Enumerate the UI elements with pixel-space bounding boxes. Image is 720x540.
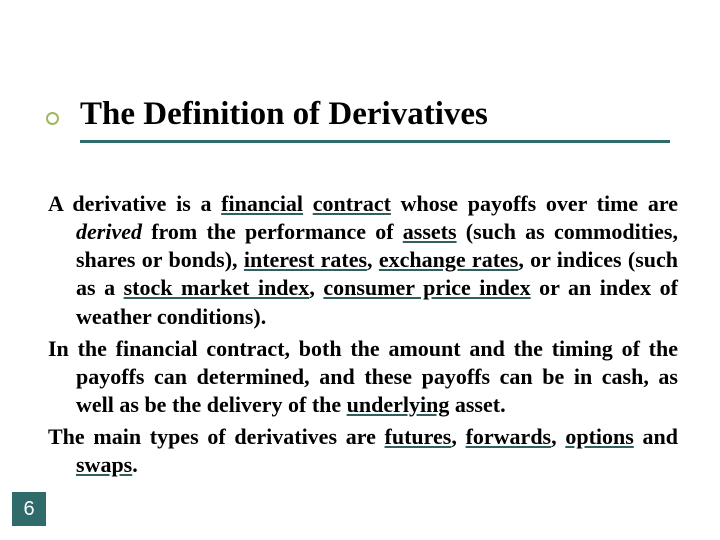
link-swaps: swaps (76, 452, 132, 477)
link-contract: contract (313, 191, 391, 216)
link-futures: futures (385, 424, 452, 449)
link-financial: financial (221, 191, 303, 216)
text-run: asset. (449, 392, 505, 417)
paragraph-3: The main types of derivatives are future… (48, 423, 678, 479)
text-run: , (551, 424, 565, 449)
link-consumer-price-index: consumer price index (323, 275, 530, 300)
link-forwards: forwards (466, 424, 552, 449)
text-run: The main types of derivatives are (48, 424, 385, 449)
link-exchange-rates: exchange rates (379, 247, 518, 272)
link-underlying: underlying (347, 392, 450, 417)
link-interest-rates: interest rates (244, 247, 367, 272)
slide-title: The Definition of Derivatives (80, 96, 680, 134)
text-run: , (309, 275, 323, 300)
title-block: The Definition of Derivatives (80, 96, 680, 143)
text-run: whose payoffs over time are (391, 191, 678, 216)
text-run: from the performance of (142, 219, 403, 244)
link-options: options (565, 424, 633, 449)
link-stock-market-index: stock market index (124, 275, 310, 300)
text-run: , (367, 247, 379, 272)
text-run: . (132, 452, 138, 477)
title-bullet-icon (46, 112, 59, 125)
text-run: A derivative is a (48, 191, 221, 216)
page-number-badge: 6 (12, 492, 46, 526)
body-text: A derivative is a financial contract who… (48, 190, 678, 484)
paragraph-1: A derivative is a financial contract who… (48, 190, 678, 331)
text-run: and (634, 424, 678, 449)
emphasis-derived: derived (76, 219, 142, 244)
title-underline-rule (80, 140, 670, 143)
text-run (303, 191, 313, 216)
page-number: 6 (23, 498, 34, 521)
text-run: , (451, 424, 465, 449)
link-assets: assets (403, 219, 457, 244)
slide: The Definition of Derivatives A derivati… (0, 0, 720, 540)
paragraph-2: In the financial contract, both the amou… (48, 335, 678, 419)
